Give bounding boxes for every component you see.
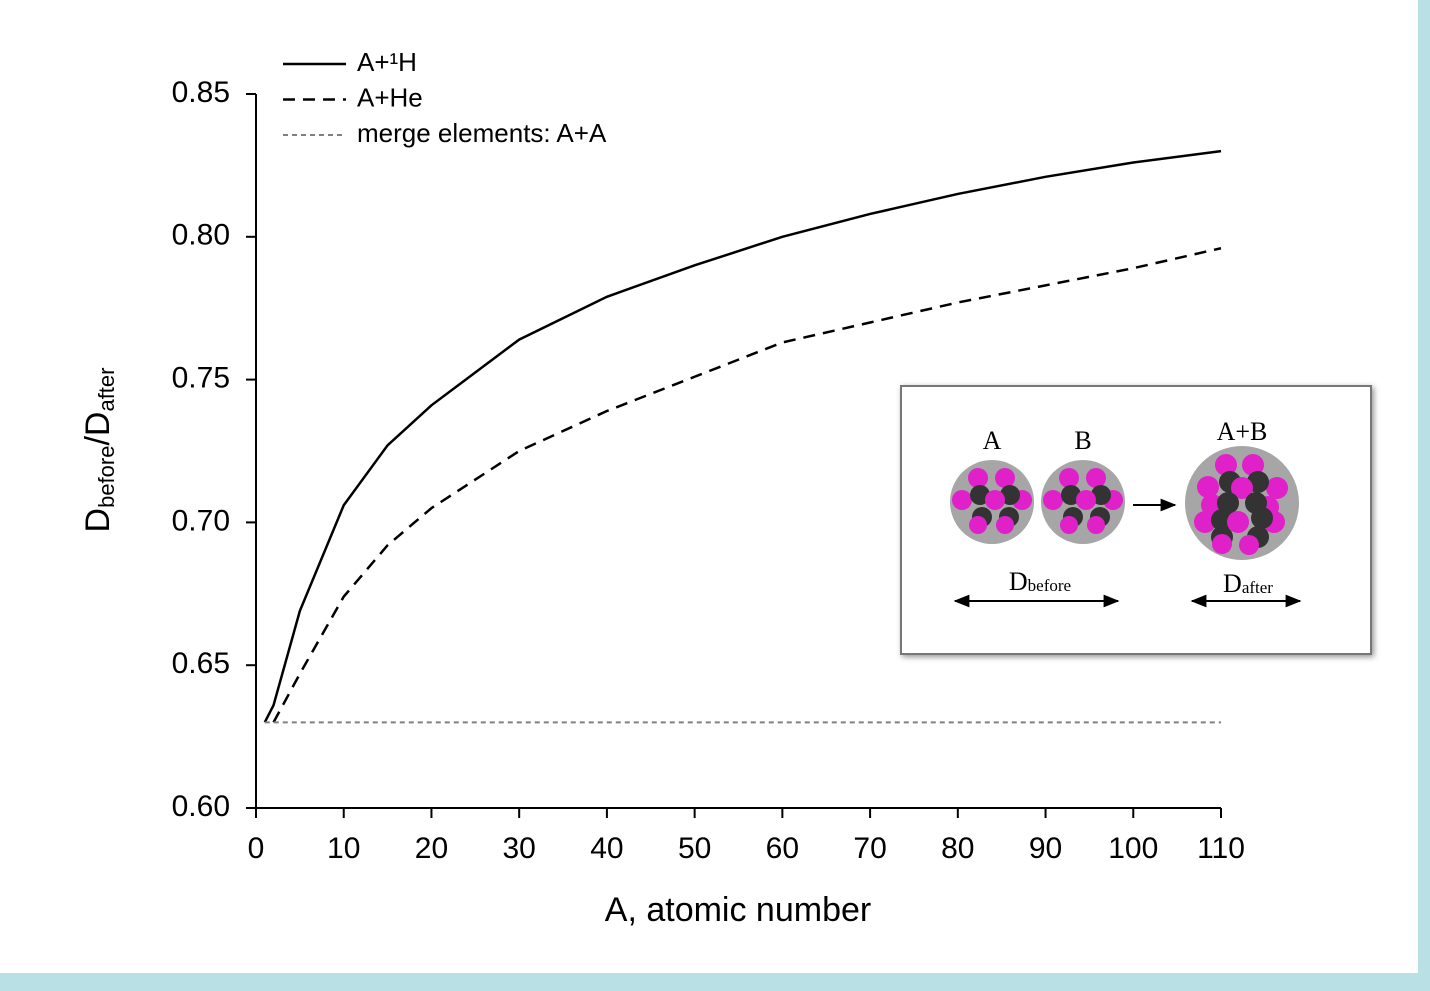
x-tick-label: 80 <box>941 832 974 865</box>
legend-label: merge elements: A+A <box>357 118 607 148</box>
x-tick-label: 110 <box>1197 832 1245 865</box>
inset-label-part: D <box>1223 569 1242 598</box>
x-tick-label: 70 <box>853 832 886 865</box>
y-tick-label: 0.85 <box>172 76 230 109</box>
inset-label: A+B <box>1217 417 1268 446</box>
y-tick-label: 0.60 <box>172 790 230 823</box>
legend-label: A+¹H <box>357 47 417 77</box>
inset-label-part: before <box>1028 576 1071 595</box>
x-tick-label: 60 <box>766 832 799 865</box>
nucleus-b <box>1041 460 1125 544</box>
x-tick-label: 0 <box>248 832 265 865</box>
x-tick-label: 20 <box>415 832 448 865</box>
data-line <box>263 149 1222 723</box>
inset-label-part: D <box>1009 567 1028 596</box>
x-tick-label: 50 <box>678 832 711 865</box>
inset-label-part: after <box>1242 578 1273 597</box>
x-tick-label: 40 <box>590 832 623 865</box>
x-tick-label: 90 <box>1029 832 1062 865</box>
x-tick-label: 10 <box>327 832 360 865</box>
inset-label: A <box>983 426 1002 455</box>
y-tick-label: 0.75 <box>172 362 230 395</box>
inset-label: Dafter <box>1223 569 1273 598</box>
x-axis-label: A, atomic number <box>605 891 871 929</box>
y-tick-label: 0.70 <box>172 504 230 537</box>
nucleus-ab <box>1185 446 1299 560</box>
y-label-part: D <box>79 508 117 533</box>
inset-label: B <box>1074 426 1091 455</box>
legend-label: A+He <box>357 82 423 112</box>
y-label-part: /D <box>79 412 117 446</box>
nucleus-a <box>950 460 1034 544</box>
y-tick-label: 0.65 <box>172 647 230 680</box>
inset-label: Dbefore <box>1009 567 1071 596</box>
y-tick-label: 0.80 <box>172 219 230 252</box>
x-tick-label: 100 <box>1108 832 1158 865</box>
x-tick-label: 30 <box>502 832 535 865</box>
y-label-part: before <box>94 446 119 508</box>
inset: A B A+B <box>900 385 1372 655</box>
y-label-part: after <box>94 368 119 412</box>
y-axis-label: Dbefore/Dafter <box>79 368 119 533</box>
